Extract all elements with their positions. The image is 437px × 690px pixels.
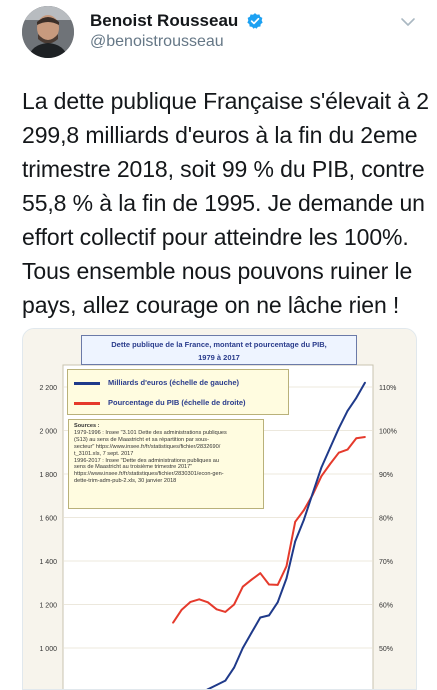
pct-series-point (337, 451, 340, 454)
debt-series-point (337, 427, 340, 430)
pct-series-point (364, 436, 366, 438)
tweet-text-line: 299,8 milliards d'euros à la fin du 2eme (22, 122, 418, 148)
pct-series-point (303, 509, 305, 512)
author-name[interactable]: Benoist Rousseau (90, 11, 239, 30)
y-right-tick-label: 60% (379, 603, 393, 610)
debt-series-point (303, 518, 305, 521)
y-left-tick-label: 1 600 (39, 516, 57, 523)
chart-title-line: Dette publique de la France, montant et … (111, 340, 327, 349)
tweet-text-line: effort collectif pour atteindre les 100%… (22, 224, 409, 250)
pct-series-point (329, 463, 331, 465)
debt-series-point (268, 614, 270, 617)
y-left-tick-label: 2 200 (39, 385, 57, 392)
pct-series-point (285, 565, 288, 568)
avatar[interactable] (22, 6, 74, 58)
debt-series-point (355, 396, 358, 399)
debt-series-point (276, 601, 279, 604)
pct-series-point (215, 608, 218, 611)
avatar-photo (22, 6, 74, 58)
sources-line: (S13) au sens de Maastricht et sa répart… (74, 436, 209, 443)
debt-series-point (364, 381, 366, 384)
pct-series-point (207, 601, 209, 604)
pct-series-point (250, 578, 253, 581)
tweet-text-line: pays, allez courage on ne lâche rien ! (22, 292, 400, 318)
y-left-tick-label: 1 200 (39, 603, 57, 610)
pct-series-point (294, 520, 297, 523)
tweet-media-chart[interactable]: 2 200 2 000 1 800 1 600 1 400 1 200 1 000 110%… (22, 328, 417, 690)
legend-label-pct: Pourcentage du PIB (échelle de droite) (108, 398, 246, 407)
tweet-header: Benoist Rousseau @benoistrousseau (0, 0, 437, 60)
debt-series-point (224, 679, 227, 682)
sources-line: secteur" https://www.insee.fr/fr/statist… (74, 443, 221, 450)
pct-series-point (320, 475, 323, 478)
y-left-tick-label: 1 800 (39, 472, 57, 479)
sources-line: 1996-2017 : Insee "Dette des administrat… (74, 457, 220, 464)
pct-series-point (172, 621, 174, 624)
debt-series-point (233, 666, 235, 669)
chevron-down-icon[interactable] (400, 16, 416, 28)
pct-series-point (268, 583, 270, 586)
sources-line: 1979-1996 : Insee "3.101 Dette des admin… (74, 429, 227, 436)
tweet-text-line: 55,8 % à la fin de 1995. Je demande un (22, 190, 425, 216)
legend-swatch-pct (74, 401, 100, 405)
pct-series-point (276, 584, 279, 586)
sources-line: https://www.insee.fr/fr/statistiques/fic… (74, 471, 224, 478)
y-left-tick-label: 1 400 (39, 559, 57, 566)
tweet-text-line: La dette publique Française s'élevait à … (22, 88, 429, 114)
y-right-tick-label: 50% (379, 646, 393, 653)
chart-title-line: 1979 à 2017 (198, 353, 240, 362)
chart-legend: Milliards d'euros (échelle de gauche) Po… (67, 369, 289, 415)
tweet-text-line: Tous ensemble nous pouvons ruiner le (22, 258, 413, 284)
debt-series-point (346, 410, 349, 412)
pct-series-point (259, 572, 262, 575)
legend-item-pct: Pourcentage du PIB (échelle de droite) (74, 398, 246, 407)
debt-series-point (259, 616, 262, 619)
sources-line: t_3101.xls, 7 sept. 2017 (74, 450, 134, 457)
pct-series-point (355, 437, 358, 440)
y-right-tick-label: 70% (379, 559, 393, 566)
pct-series-point (180, 608, 183, 611)
pct-series-point (189, 600, 192, 603)
author-handle[interactable]: @benoistrousseau (90, 33, 224, 50)
pct-series-point (241, 585, 244, 588)
y-right-tick-label: 100% (379, 429, 397, 436)
chart-title: Dette publique de la France, montant et … (81, 335, 357, 365)
debt-series-point (311, 492, 314, 495)
y-right-tick-label: 110% (379, 385, 396, 392)
y-left-tick-label: 2 000 (39, 429, 57, 436)
y-right-tick-label: 90% (379, 472, 393, 479)
debt-series-point (215, 684, 218, 686)
verified-badge-icon (247, 13, 263, 29)
debt-series-point (320, 466, 323, 469)
sources-line: Sources : (74, 423, 100, 429)
debt-series-point (241, 647, 244, 649)
debt-series-point (294, 540, 297, 543)
sources-line: dette-trim-adm-pub-2.xls, 30 janvier 201… (74, 478, 177, 485)
pct-series-point (346, 448, 349, 451)
sources-line: sens de Maastricht au troisième trimestr… (74, 464, 193, 471)
y-left-tick-label: 1 000 (39, 646, 57, 653)
pct-series-point (198, 598, 201, 601)
pct-series-point (224, 610, 227, 613)
debt-series-point (285, 577, 288, 580)
debt-series-point (329, 447, 331, 449)
tweet-text: La dette publique Française s'élevait à … (22, 84, 429, 322)
chart-sources: Sources :1979-1996 : Insee "3.101 Dette … (68, 419, 264, 509)
y-right-tick-label: 80% (379, 516, 393, 523)
debt-series-point (250, 631, 253, 634)
legend-swatch-debt (74, 381, 100, 385)
legend-item-debt: Milliards d'euros (échelle de gauche) (74, 378, 239, 387)
pct-series-point (233, 603, 235, 606)
legend-label-debt: Milliards d'euros (échelle de gauche) (108, 378, 239, 387)
tweet-text-line: trimestre 2018, soit 99 % du PIB, contre (22, 156, 425, 182)
